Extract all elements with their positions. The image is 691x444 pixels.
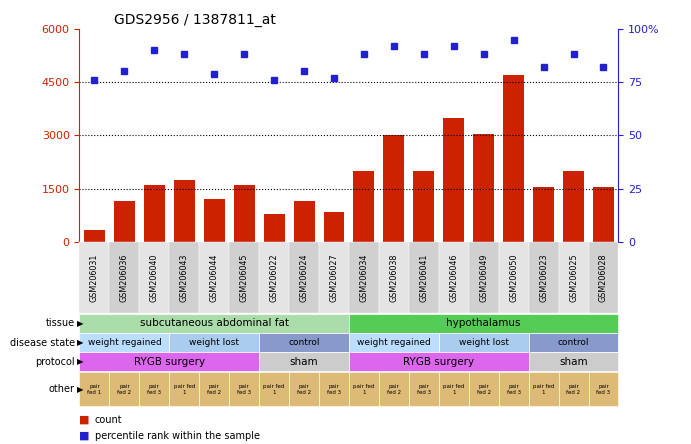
Text: GSM206036: GSM206036: [120, 254, 129, 301]
Bar: [384, 135, 404, 242]
Text: weight lost: weight lost: [189, 338, 239, 347]
Text: GSM206025: GSM206025: [569, 253, 578, 302]
Text: GDS2956 / 1387811_at: GDS2956 / 1387811_at: [114, 12, 276, 27]
Text: tissue: tissue: [46, 318, 75, 329]
Text: weight lost: weight lost: [459, 338, 509, 347]
Text: pair fed
1: pair fed 1: [263, 384, 285, 395]
Bar: [443, 118, 464, 242]
Text: GSM206049: GSM206049: [479, 253, 489, 302]
Text: ■: ■: [79, 415, 90, 424]
Text: RYGB surgery: RYGB surgery: [404, 357, 474, 367]
Bar: [204, 199, 225, 242]
Bar: [563, 171, 584, 242]
Bar: [84, 230, 105, 242]
Text: GSM206031: GSM206031: [90, 254, 99, 301]
Text: GSM206023: GSM206023: [539, 253, 548, 302]
Text: pair
fed 2: pair fed 2: [297, 384, 311, 395]
Text: pair
fed 3: pair fed 3: [417, 384, 431, 395]
Text: GSM206044: GSM206044: [209, 254, 219, 301]
Text: ▶: ▶: [77, 319, 83, 328]
Text: pair
fed 2: pair fed 2: [387, 384, 401, 395]
Text: pair
fed 2: pair fed 2: [477, 384, 491, 395]
Text: GSM206028: GSM206028: [599, 253, 608, 302]
Text: GSM206024: GSM206024: [299, 253, 309, 302]
Text: GSM206022: GSM206022: [269, 253, 278, 302]
Text: GSM206043: GSM206043: [180, 254, 189, 301]
Bar: [173, 180, 195, 242]
Bar: [473, 134, 494, 242]
Text: pair
fed 2: pair fed 2: [207, 384, 221, 395]
Text: GSM206045: GSM206045: [240, 253, 249, 302]
Text: subcutaneous abdominal fat: subcutaneous abdominal fat: [140, 318, 289, 329]
Text: pair
fed 3: pair fed 3: [147, 384, 162, 395]
Text: GSM206040: GSM206040: [150, 254, 159, 301]
Text: GSM206027: GSM206027: [330, 253, 339, 302]
Text: GSM206046: GSM206046: [449, 254, 458, 301]
Text: pair
fed 3: pair fed 3: [596, 384, 611, 395]
Text: pair
fed 3: pair fed 3: [507, 384, 521, 395]
Text: pair fed
1: pair fed 1: [353, 384, 375, 395]
Text: pair
fed 2: pair fed 2: [567, 384, 580, 395]
Text: GSM206034: GSM206034: [359, 254, 368, 301]
Bar: [263, 214, 285, 242]
Text: GSM206038: GSM206038: [389, 254, 399, 301]
Text: pair
fed 1: pair fed 1: [87, 384, 102, 395]
Text: ▶: ▶: [77, 385, 83, 394]
Bar: [323, 212, 344, 242]
Text: weight regained: weight regained: [88, 338, 161, 347]
Text: weight regained: weight regained: [357, 338, 430, 347]
Bar: [413, 171, 434, 242]
Text: protocol: protocol: [35, 357, 75, 367]
Text: pair
fed 3: pair fed 3: [237, 384, 252, 395]
Text: RYGB surgery: RYGB surgery: [134, 357, 205, 367]
Text: ■: ■: [79, 431, 90, 441]
Text: pair
fed 2: pair fed 2: [117, 384, 131, 395]
Text: ▶: ▶: [77, 338, 83, 347]
Text: pair fed
1: pair fed 1: [443, 384, 464, 395]
Text: disease state: disease state: [10, 337, 75, 348]
Text: hypothalamus: hypothalamus: [446, 318, 521, 329]
Text: control: control: [558, 338, 589, 347]
Text: percentile rank within the sample: percentile rank within the sample: [95, 431, 260, 441]
Text: pair
fed 3: pair fed 3: [327, 384, 341, 395]
Text: control: control: [288, 338, 320, 347]
Text: pair fed
1: pair fed 1: [533, 384, 554, 395]
Bar: [593, 187, 614, 242]
Text: pair fed
1: pair fed 1: [173, 384, 195, 395]
Text: sham: sham: [559, 357, 588, 367]
Text: GSM206041: GSM206041: [419, 254, 428, 301]
Text: GSM206050: GSM206050: [509, 253, 518, 302]
Text: ▶: ▶: [77, 357, 83, 366]
Bar: [294, 201, 314, 242]
Bar: [353, 171, 375, 242]
Bar: [503, 75, 524, 242]
Bar: [234, 185, 254, 242]
Bar: [533, 187, 554, 242]
Text: sham: sham: [290, 357, 319, 367]
Bar: [144, 185, 164, 242]
Text: count: count: [95, 415, 122, 424]
Text: other: other: [48, 384, 75, 394]
Bar: [114, 201, 135, 242]
